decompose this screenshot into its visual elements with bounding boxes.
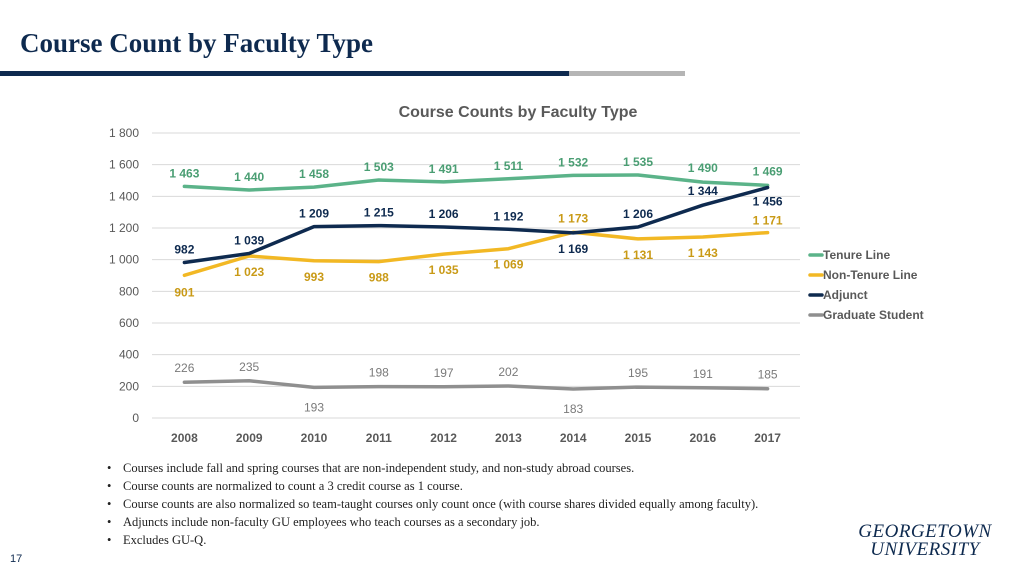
note-item: Excludes GU-Q. [105, 531, 758, 549]
data-label-adjunct: 1 206 [429, 207, 459, 221]
data-label-nontenure: 1 171 [753, 214, 783, 228]
x-tick-label: 2014 [560, 431, 587, 445]
data-label-nontenure: 1 143 [688, 246, 718, 260]
y-tick-label: 400 [119, 348, 139, 362]
data-label-graduate: 226 [174, 361, 194, 375]
data-label-nontenure: 1 023 [234, 265, 264, 279]
y-tick-label: 1 600 [109, 158, 139, 172]
legend-label-tenure: Tenure Line [823, 248, 890, 262]
georgetown-logo: GEORGETOWN UNIVERSITY [840, 521, 1010, 563]
data-label-adjunct: 1 215 [364, 206, 394, 220]
data-label-nontenure: 1 173 [558, 211, 588, 225]
logo-line-1: GEORGETOWN [858, 521, 992, 542]
data-label-graduate: 195 [628, 366, 648, 380]
line-chart: Course Counts by Faculty Type 0 200 400 600 8… [109, 104, 924, 445]
data-label-graduate: 185 [758, 368, 778, 382]
series-line-tenure [182, 173, 770, 192]
data-label-graduate: 183 [563, 402, 583, 416]
data-label-tenure: 1 463 [169, 166, 199, 180]
y-tick-label: 800 [119, 284, 139, 298]
x-tick-label: 2011 [366, 431, 392, 445]
data-label-tenure: 1 490 [688, 161, 718, 175]
data-label-graduate: 193 [304, 400, 324, 414]
data-label-adjunct: 1 209 [299, 207, 329, 221]
data-label-tenure: 1 491 [429, 162, 459, 176]
data-label-adjunct: 1 206 [623, 207, 653, 221]
y-tick-label: 1 800 [109, 126, 139, 140]
data-label-nontenure: 901 [174, 285, 194, 299]
y-tick-label: 600 [119, 316, 139, 330]
data-label-tenure: 1 440 [234, 170, 264, 184]
x-tick-label: 2009 [236, 431, 263, 445]
y-tick-label: 1 200 [109, 221, 139, 235]
data-label-tenure: 1 469 [753, 164, 783, 178]
x-tick-label: 2013 [495, 431, 522, 445]
x-tick-label: 2015 [625, 431, 652, 445]
note-item: Adjuncts include non-faculty GU employee… [105, 513, 758, 531]
data-label-nontenure: 1 131 [623, 248, 653, 262]
series-line-graduate [182, 379, 770, 391]
data-label-adjunct: 1 039 [234, 233, 264, 247]
data-label-tenure: 1 511 [494, 159, 524, 173]
data-label-adjunct: 982 [174, 243, 194, 257]
data-label-nontenure: 1 035 [429, 263, 459, 277]
data-label-adjunct: 1 169 [558, 242, 588, 256]
note-item: Courses include fall and spring courses … [105, 459, 758, 477]
legend-label-nontenure: Non-Tenure Line [823, 268, 918, 282]
data-label-tenure: 1 503 [364, 160, 394, 174]
title-underline-dark [0, 71, 569, 76]
y-tick-label: 1 000 [109, 253, 139, 267]
data-label-tenure: 1 532 [558, 155, 588, 169]
data-label-adjunct: 1 344 [688, 184, 718, 198]
y-tick-label: 0 [132, 411, 139, 425]
data-label-nontenure: 993 [304, 270, 324, 284]
x-tick-label: 2012 [430, 431, 457, 445]
data-label-tenure: 1 535 [623, 155, 653, 169]
slide-title: Course Count by Faculty Type [20, 28, 374, 58]
data-label-tenure: 1 458 [299, 167, 329, 181]
x-tick-label: 2017 [754, 431, 781, 445]
y-tick-label: 1 400 [109, 189, 139, 203]
title-underline-gray [569, 71, 685, 76]
data-label-adjunct: 1 456 [753, 194, 783, 208]
y-tick-label: 200 [119, 379, 139, 393]
note-item: Course counts are also normalized so tea… [105, 495, 758, 513]
logo-line-2: UNIVERSITY [870, 539, 980, 560]
notes-list: Courses include fall and spring courses … [105, 459, 758, 549]
data-label-graduate: 198 [369, 366, 389, 380]
x-tick-label: 2016 [689, 431, 716, 445]
data-label-nontenure: 988 [369, 271, 389, 285]
legend-label-adjunct: Adjunct [823, 288, 868, 302]
legend-label-graduate: Graduate Student [823, 308, 924, 322]
data-label-graduate: 202 [498, 365, 518, 379]
data-label-adjunct: 1 192 [493, 209, 523, 223]
data-label-graduate: 197 [434, 366, 454, 380]
series-line-nontenure [182, 230, 770, 278]
series-line-adjunct [182, 185, 770, 265]
note-item: Course counts are normalized to count a … [105, 477, 758, 495]
data-label-graduate: 191 [693, 367, 713, 381]
data-label-nontenure: 1 069 [493, 258, 523, 272]
data-label-graduate: 235 [239, 360, 259, 374]
chart-title: Course Counts by Faculty Type [399, 104, 638, 121]
x-tick-label: 2010 [301, 431, 328, 445]
page-number: 17 [10, 553, 23, 565]
x-tick-label: 2008 [171, 431, 198, 445]
